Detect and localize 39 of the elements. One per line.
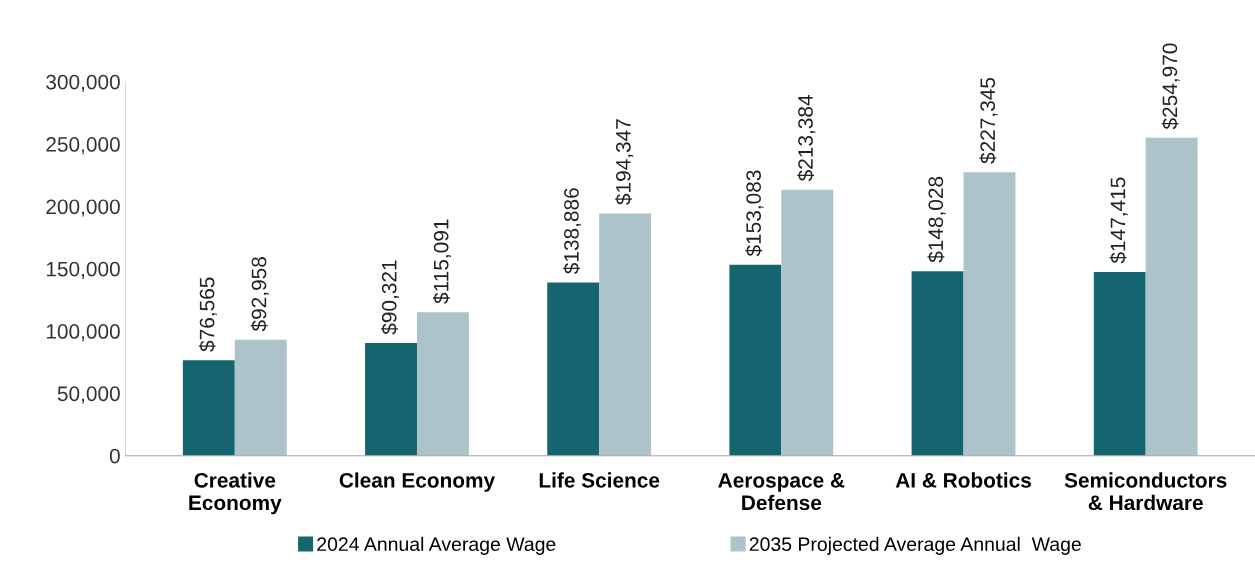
- x-tick-label: Life Science: [539, 472, 660, 488]
- y-tick-label: 0: [109, 448, 120, 464]
- x-tick-label: Aerospace & Defense: [718, 473, 845, 511]
- bar: [365, 343, 417, 456]
- x-tick-label: Creative Economy: [189, 472, 282, 515]
- x-tick-label: Clean Economy: [339, 472, 496, 492]
- bar: [963, 172, 1016, 456]
- x-tick-label: Semiconductors & Hardware: [1064, 472, 1227, 511]
- y-tick-label: 200,000: [46, 199, 120, 217]
- bar: [416, 312, 469, 456]
- data-label: $147,415: [1109, 177, 1128, 264]
- data-label: $254,970: [1161, 43, 1180, 130]
- bar: [547, 282, 600, 456]
- bar: [1145, 137, 1198, 456]
- data-label: $76,565: [198, 277, 217, 352]
- data-label: $194,347: [615, 119, 634, 205]
- data-label: $227,345: [979, 77, 998, 164]
- y-tick-label: 100,000: [46, 324, 120, 342]
- data-label: $92,958: [250, 257, 269, 332]
- data-label: $148,028: [927, 176, 946, 263]
- data-label: $138,886: [563, 188, 582, 275]
- bar: [729, 264, 782, 456]
- bar: [911, 271, 964, 456]
- y-tick-label: 150,000: [46, 261, 120, 279]
- bar: [781, 189, 834, 456]
- legend-label: 2035 Projected Average Annual Wage: [749, 536, 1081, 555]
- bar: [599, 213, 652, 456]
- data-label: $90,321: [380, 260, 400, 335]
- data-label: $115,091: [432, 219, 451, 304]
- bar: [1093, 271, 1146, 456]
- data-label: $153,083: [745, 170, 764, 257]
- bar: [182, 360, 235, 456]
- y-tick-label: 250,000: [46, 137, 120, 155]
- data-label: $213,384: [797, 95, 816, 182]
- bar: [234, 339, 287, 456]
- y-tick-label: 50,000: [57, 386, 120, 404]
- x-tick-label: AI & Robotics: [895, 472, 1031, 488]
- legend-label: 2024 Annual Average Wage: [317, 536, 556, 555]
- y-tick-label: 300,000: [46, 74, 120, 92]
